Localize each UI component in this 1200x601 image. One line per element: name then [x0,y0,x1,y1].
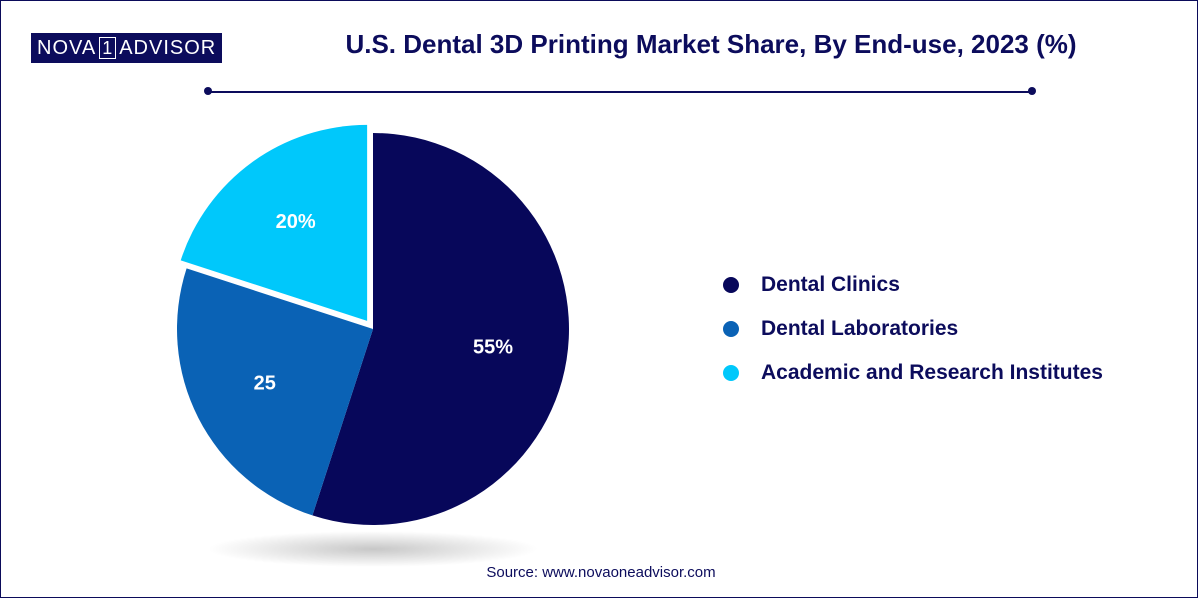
legend-label: Dental Laboratories [761,317,959,340]
brand-logo: NOVA 1 ADVISOR [31,33,223,63]
chart-title: U.S. Dental 3D Printing Market Share, By… [345,29,1077,59]
pie-slices [177,124,569,525]
legend-swatch [723,365,739,381]
title-divider [206,91,1032,93]
legend-label: Academic and Research Institutes [761,361,1103,384]
source-note: Source: www.novaoneadvisor.com [486,564,716,581]
data-label-dental-laboratories: 25 [254,372,276,394]
divider-dot-left [204,87,212,95]
pie-data-labels: 55% 25 20% [254,211,514,395]
pie-slice-dental-clinics [312,133,569,525]
divider-dot-right [1028,87,1036,95]
legend-swatch [723,321,739,337]
pie-slice-dental-laboratories [177,268,373,516]
logo-text-right: ADVISOR [119,36,217,59]
legend-item-dental-clinics: Dental Clinics [723,263,1103,307]
data-label-academic-and-research-institutes: 20% [276,211,316,233]
data-label-dental-clinics: 55% [473,336,513,358]
logo-number: 1 [99,37,117,59]
legend-swatch [723,277,739,293]
legend-item-dental-laboratories: Dental Laboratories [723,307,1103,351]
legend-label: Dental Clinics [761,273,900,296]
pie-shadow [208,531,538,567]
pie-slice-academic-and-research-institutes [180,124,368,321]
chart-legend: Dental Clinics Dental Laboratories Academi… [723,263,1103,395]
legend-item-academic-and-research-institutes: Academic and Research Institutes [723,351,1103,395]
logo-badge: NOVA 1 ADVISOR [31,33,223,63]
logo-text-left: NOVA [37,36,97,59]
